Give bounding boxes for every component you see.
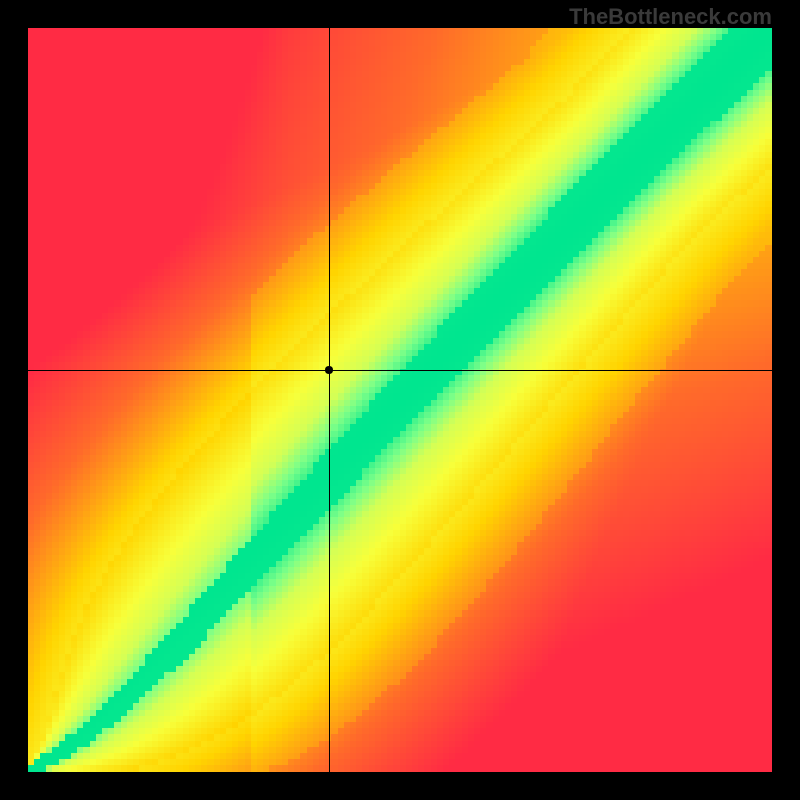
heatmap-plot <box>28 28 772 772</box>
heatmap-canvas <box>28 28 772 772</box>
chart-container: TheBottleneck.com <box>0 0 800 800</box>
watermark-text: TheBottleneck.com <box>569 4 772 30</box>
